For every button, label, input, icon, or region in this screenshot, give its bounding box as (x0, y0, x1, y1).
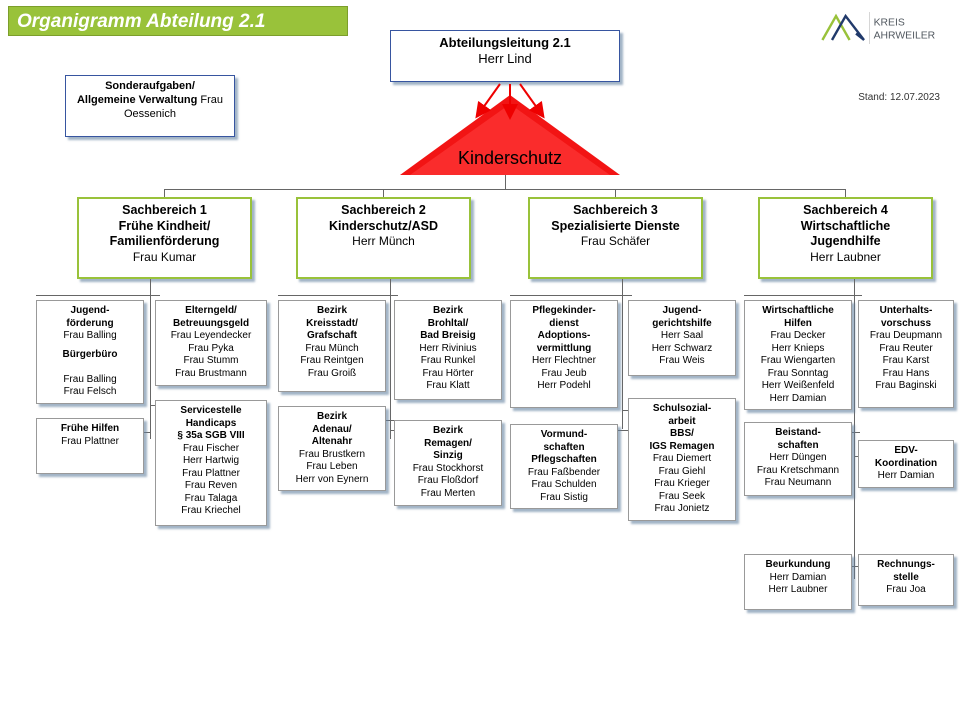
unit-box: Jugend-gerichtshilfeHerr SaalHerr Schwar… (628, 300, 736, 376)
unit-box: BezirkRemagen/SinzigFrau StockhorstFrau … (394, 420, 502, 506)
unit-box: EDV-KoordinationHerr Damian (858, 440, 954, 488)
page-title: Organigramm Abteilung 2.1 (8, 6, 348, 36)
unit-box: Elterngeld/BetreuungsgeldFrau Leyendecke… (155, 300, 267, 386)
svg-text:AHRWEILER: AHRWEILER (874, 30, 936, 41)
sachbereich-3: Sachbereich 3Spezialisierte DiensteFrau … (528, 197, 703, 279)
unit-box: Pflegekinder-dienstAdoptions-vermittlung… (510, 300, 618, 408)
sachbereich-1: Sachbereich 1Frühe Kindheit/Familienförd… (77, 197, 252, 279)
date-stamp: Stand: 12.07.2023 (858, 92, 940, 103)
unit-box: WirtschaftlicheHilfenFrau DeckerHerr Kni… (744, 300, 852, 410)
side-title: Sonderaufgaben/Allgemeine Verwaltung (77, 80, 197, 106)
unit-box: Beistand-schaftenHerr DüngenFrau Kretsch… (744, 422, 852, 496)
unit-box: BeurkundungHerr DamianHerr Laubner (744, 554, 852, 610)
unit-box: Vormund-schaftenPflegschaftenFrau Faßben… (510, 424, 618, 509)
head-box: Abteilungsleitung 2.1Herr Lind (390, 30, 620, 82)
unit-box: Jugend-förderungFrau BallingBürgerbüroFr… (36, 300, 144, 404)
unit-box: BezirkKreisstadt/GrafschaftFrau MünchFra… (278, 300, 386, 392)
side-box: Sonderaufgaben/Allgemeine Verwaltung Fra… (65, 75, 235, 137)
sachbereich-4: Sachbereich 4WirtschaftlicheJugendhilfeH… (758, 197, 933, 279)
arrows-icon (470, 82, 550, 122)
unit-box: Unterhalts-vorschussFrau DeupmannFrau Re… (858, 300, 954, 408)
logo: KREIS AHRWEILER (815, 8, 945, 51)
unit-box: BezirkBrohltal/Bad BreisigHerr RiviniusF… (394, 300, 502, 400)
unit-box: ServicestelleHandicaps§ 35a SGB VIIIFrau… (155, 400, 267, 526)
sachbereich-2: Sachbereich 2Kinderschutz/ASDHerr Münch (296, 197, 471, 279)
unit-box: Rechnungs-stelleFrau Joa (858, 554, 954, 606)
kinderschutz-label: Kinderschutz (420, 148, 600, 169)
svg-text:KREIS: KREIS (874, 18, 905, 29)
unit-box: Schulsozial-arbeitBBS/IGS RemagenFrau Di… (628, 398, 736, 521)
unit-box: Frühe HilfenFrau Plattner (36, 418, 144, 474)
unit-box: BezirkAdenau/AltenahrFrau BrustkernFrau … (278, 406, 386, 491)
